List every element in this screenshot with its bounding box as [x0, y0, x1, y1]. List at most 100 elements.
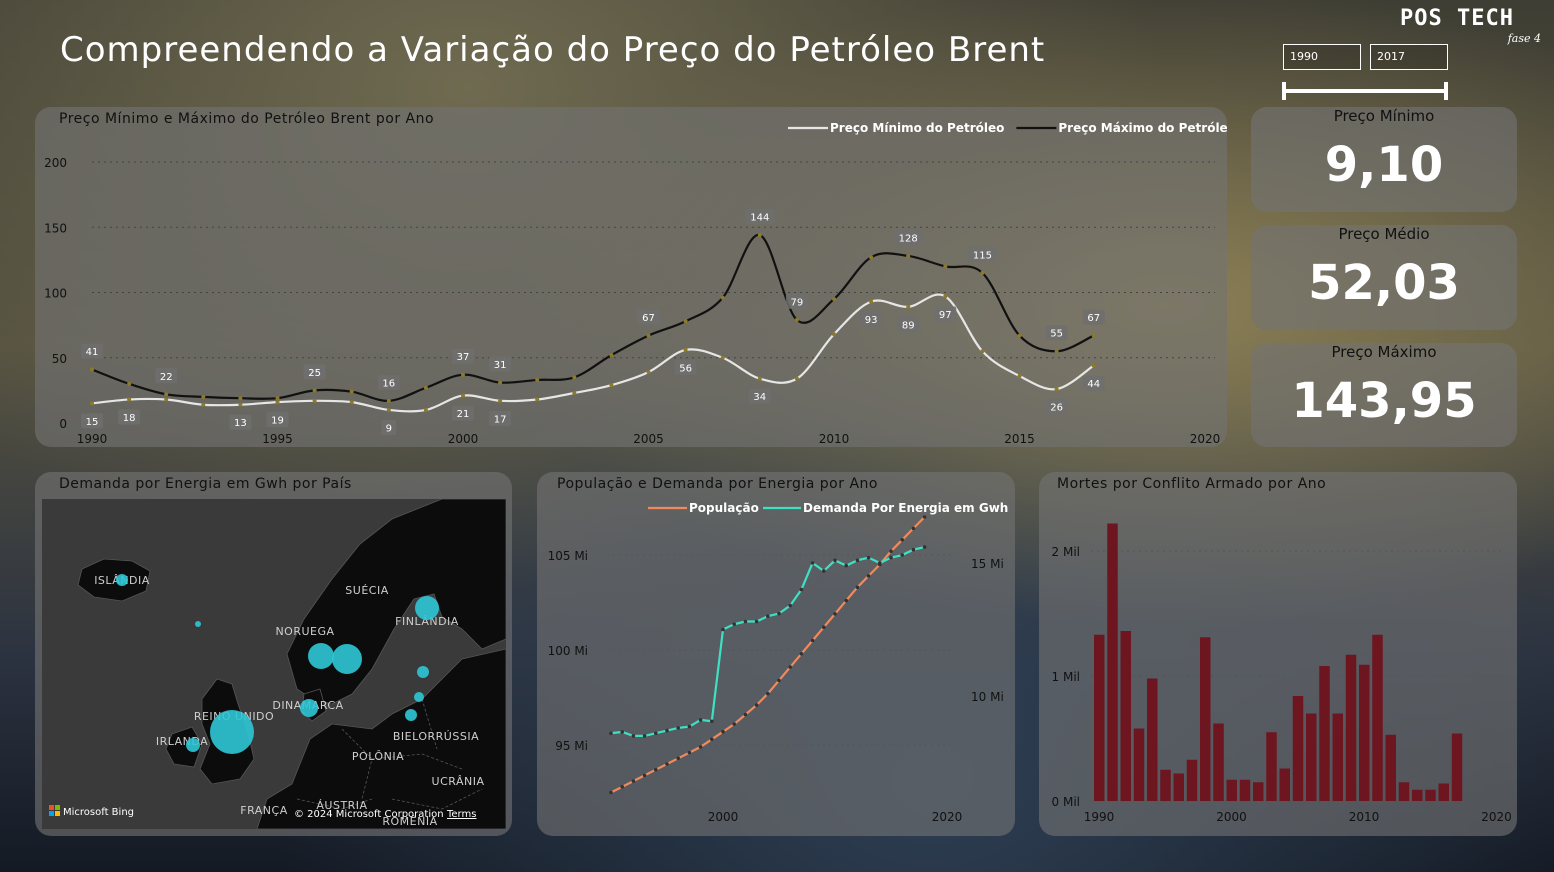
energy-point — [654, 731, 658, 736]
conflict-bar — [1107, 523, 1118, 801]
bing-logo-square — [55, 805, 60, 810]
energy-point — [698, 718, 703, 722]
pop-point — [743, 712, 748, 717]
slider-end-handle[interactable] — [1444, 82, 1448, 100]
map-terms-link[interactable]: Terms — [446, 809, 476, 820]
price-data-label-bg — [381, 419, 397, 435]
energy-point — [866, 555, 871, 560]
price-data-label: 115 — [973, 250, 992, 261]
energy-point — [788, 603, 792, 608]
pop-y-left-tick: 100 Mi — [548, 644, 588, 658]
pop-point — [788, 665, 792, 669]
price-data-label-bg — [377, 374, 400, 390]
pop-point — [833, 612, 837, 616]
conflict-bar — [1412, 789, 1423, 801]
energy-point — [732, 622, 736, 626]
energy-point — [810, 561, 815, 565]
energy-point — [721, 627, 725, 632]
year-range-slider[interactable] — [1282, 82, 1448, 100]
map-border — [421, 698, 438, 750]
price-point — [498, 380, 503, 385]
logo: POS TECH fase 4 — [1400, 6, 1545, 48]
price-data-label: 16 — [382, 378, 395, 389]
conflict-bar — [1266, 732, 1277, 801]
price-point — [794, 317, 799, 322]
slider-start-handle[interactable] — [1282, 82, 1286, 100]
map-border — [296, 798, 373, 810]
pop-point — [866, 574, 871, 578]
conflict-bar — [1213, 723, 1224, 801]
price-point — [201, 394, 206, 399]
price-data-label: 79 — [791, 297, 804, 308]
conflict-bar — [1253, 782, 1264, 801]
price-data-label-bg — [452, 405, 474, 421]
pop-y-left-tick: 95 Mi — [555, 739, 588, 753]
conflict-bar — [1332, 713, 1343, 801]
price-point — [646, 333, 651, 338]
price-point — [461, 372, 465, 377]
pop-point — [642, 773, 647, 778]
energy-point — [754, 619, 759, 624]
map-bubble — [210, 710, 254, 754]
energy-point — [911, 547, 916, 552]
conflict-bar — [1385, 734, 1396, 801]
population-chart-panel: População e Demanda por Energia por Ano … — [537, 472, 1015, 836]
pop-point — [631, 779, 636, 783]
bar-y-tick: 0 Mil — [1052, 795, 1080, 809]
price-point — [832, 297, 836, 302]
kpi-card-max: Preço Máximo 143,95 — [1251, 343, 1517, 447]
conflict-bar — [1438, 783, 1449, 801]
price-point — [720, 355, 725, 360]
price-x-tick: 1995 — [262, 432, 293, 446]
price-chart-panel: Preço Mínimo e Máximo do Petróleo Brent … — [35, 107, 1227, 447]
price-point — [609, 353, 614, 358]
map-bubble — [417, 666, 429, 678]
map-country-label: UCRÂNIA — [432, 775, 485, 788]
conflict-bar — [1279, 768, 1290, 801]
price-data-label: 93 — [865, 315, 878, 326]
price-point — [980, 349, 985, 354]
map-country-label: POLÔNIA — [352, 750, 404, 763]
price-data-label-bg — [674, 359, 697, 375]
bar-y-tick: 1 Mil — [1052, 670, 1080, 684]
map-country-label: FINLÂNDIA — [395, 615, 459, 628]
pop-point — [922, 515, 927, 519]
bar-y-tick: 2 Mil — [1052, 545, 1080, 559]
price-data-label-bg — [489, 410, 512, 426]
price-point — [943, 294, 948, 299]
price-point — [386, 407, 391, 412]
bing-label: Microsoft Bing — [63, 807, 134, 818]
map-bubble — [415, 596, 439, 620]
conflict-bar — [1345, 654, 1357, 801]
price-data-label-bg — [745, 209, 775, 225]
conflict-bar — [1120, 631, 1131, 801]
pop-x-tick: 2020 — [932, 810, 963, 824]
conflict-bar — [1306, 713, 1317, 801]
pop-point — [732, 722, 736, 726]
pop-point — [676, 756, 680, 761]
price-point — [349, 389, 354, 394]
start-year-input[interactable]: 1990 — [1283, 44, 1361, 70]
price-data-label: 41 — [86, 347, 99, 358]
map-border — [371, 753, 463, 770]
map-bubble — [195, 621, 201, 627]
price-point — [349, 400, 354, 405]
energy-point — [799, 587, 804, 592]
price-data-label: 128 — [899, 233, 918, 244]
conflict-bar — [1239, 779, 1251, 801]
pop-point — [889, 549, 893, 553]
map-country-label: BIELORRÚSSIA — [393, 730, 479, 743]
price-point — [90, 401, 94, 406]
pop-point — [822, 625, 826, 629]
price-x-tick: 2000 — [448, 432, 479, 446]
price-data-label-bg — [1045, 399, 1068, 415]
price-x-tick: 2020 — [1190, 432, 1221, 446]
conflict-bar — [1133, 728, 1145, 801]
price-point — [1017, 333, 1022, 338]
energy-series-line — [610, 545, 925, 737]
price-y-tick: 100 — [44, 287, 67, 301]
price-point — [943, 264, 948, 269]
end-year-input[interactable]: 2017 — [1370, 44, 1448, 70]
energy-map[interactable]: ISLÂNDIASUÉCIANORUEGAFINLÂNDIADINAMARCAR… — [42, 499, 506, 829]
iceland-shape — [77, 558, 151, 602]
